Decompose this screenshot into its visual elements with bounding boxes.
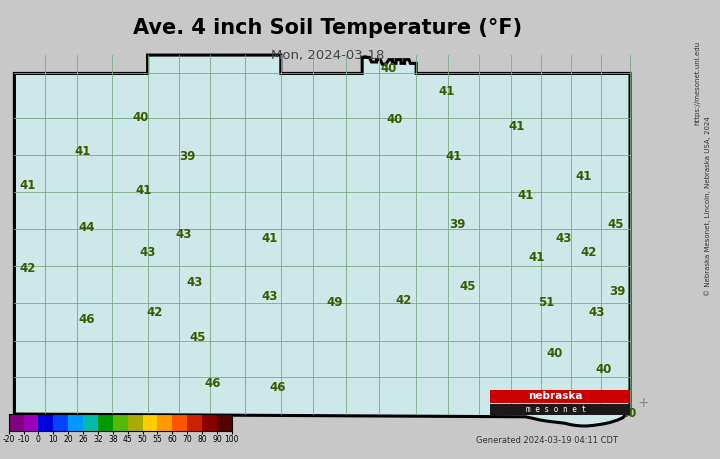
Text: © Nebraska Mesonet, Lincoln, Nebraska USA, 2024: © Nebraska Mesonet, Lincoln, Nebraska US… [704, 117, 711, 297]
Text: 46: 46 [204, 377, 220, 390]
Text: 43: 43 [262, 290, 278, 302]
Text: 41: 41 [75, 145, 91, 158]
Text: 42: 42 [147, 306, 163, 319]
Text: 41: 41 [528, 251, 544, 263]
Text: 39: 39 [449, 218, 465, 231]
Text: https://mesonet.unl.edu: https://mesonet.unl.edu [694, 40, 700, 125]
Text: 43: 43 [556, 232, 572, 245]
Text: 40: 40 [387, 113, 402, 126]
Text: 42: 42 [581, 246, 597, 259]
Text: 41: 41 [446, 150, 462, 162]
Text: 41: 41 [509, 120, 525, 133]
Text: 41: 41 [438, 85, 454, 98]
Bar [490, 390, 630, 403]
Text: 43: 43 [140, 246, 156, 259]
Text: 45: 45 [460, 280, 476, 293]
Text: 40: 40 [132, 111, 148, 123]
Text: 39: 39 [179, 150, 195, 162]
Text: 40: 40 [595, 363, 611, 376]
Text: m e s o n e t: m e s o n e t [526, 405, 585, 414]
Text: 45: 45 [190, 331, 206, 344]
Text: 41: 41 [136, 184, 152, 197]
Text: 43: 43 [176, 228, 192, 241]
Text: nebraska: nebraska [528, 391, 582, 401]
Text: 43: 43 [588, 306, 604, 319]
Text: 49: 49 [327, 297, 343, 309]
Text: 40: 40 [621, 407, 636, 420]
Text: 41: 41 [518, 189, 534, 202]
Text: 43: 43 [186, 276, 202, 289]
Text: 44: 44 [78, 221, 94, 234]
Text: 51: 51 [538, 297, 554, 309]
Text: 46: 46 [269, 381, 285, 394]
Text: Generated 2024-03-19 04:11 CDT: Generated 2024-03-19 04:11 CDT [476, 436, 618, 445]
Text: 41: 41 [19, 179, 35, 192]
Text: 41: 41 [262, 232, 278, 245]
Text: +: + [637, 396, 649, 410]
Bar [490, 403, 630, 415]
Text: 40: 40 [546, 347, 562, 360]
Text: 40: 40 [381, 62, 397, 75]
Text: 42: 42 [395, 294, 411, 307]
Polygon shape [14, 55, 630, 426]
Text: 41: 41 [575, 170, 591, 183]
Text: 39: 39 [610, 285, 626, 298]
Text: 46: 46 [78, 313, 94, 325]
Text: 45: 45 [608, 218, 624, 231]
Text: 42: 42 [19, 262, 35, 275]
Text: Ave. 4 inch Soil Temperature (°F): Ave. 4 inch Soil Temperature (°F) [133, 17, 522, 38]
Text: Mon, 2024-03-18: Mon, 2024-03-18 [271, 50, 384, 62]
